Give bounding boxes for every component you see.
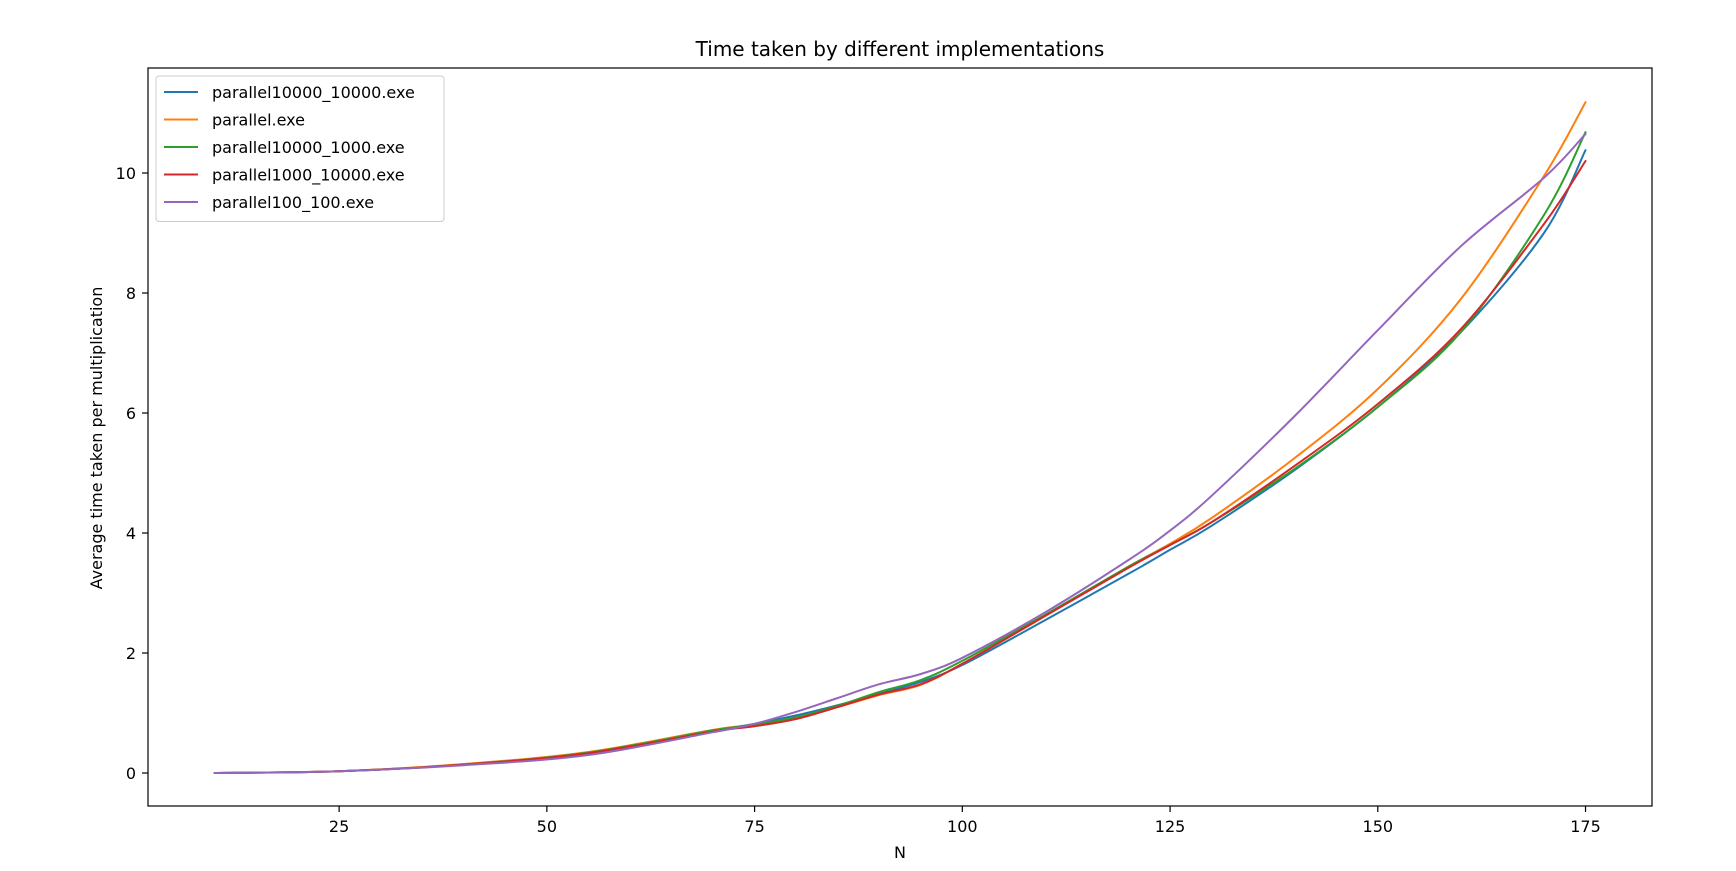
legend: parallel10000_10000.exe parallel.exe paral…: [155, 75, 445, 222]
x-tick-label: 75: [744, 817, 764, 836]
series-line-3: [213, 131, 1587, 774]
series-line-5: [213, 133, 1587, 774]
legend-label: parallel10000_10000.exe: [212, 83, 415, 103]
x-axis: 25 50 75 100 125 150 175: [329, 806, 1601, 836]
legend-label: parallel100_100.exe: [212, 193, 374, 213]
legend-box: [155, 75, 445, 222]
x-tick-label: 125: [1155, 817, 1186, 836]
x-tick-label: 50: [537, 817, 557, 836]
y-tick-label: 2: [126, 644, 136, 663]
legend-label: parallel.exe: [212, 111, 305, 130]
y-axis-label: Average time taken per multiplication: [87, 287, 106, 590]
y-tick-label: 10: [116, 164, 136, 183]
y-tick-label: 8: [126, 284, 136, 303]
x-tick-label: 100: [947, 817, 978, 836]
y-tick-label: 0: [126, 764, 136, 783]
y-tick-label: 6: [126, 404, 136, 423]
legend-label: parallel10000_1000.exe: [212, 138, 405, 158]
chart-title: Time taken by different implementations: [695, 37, 1105, 61]
plot-frame: [147, 67, 1653, 807]
plot-area: [147, 67, 1653, 807]
y-tick-label: 4: [126, 524, 136, 543]
x-axis-label: N: [894, 843, 906, 862]
x-tick-label: 150: [1363, 817, 1394, 836]
legend-label: parallel1000_10000.exe: [212, 166, 405, 186]
y-axis: 0 2 4 6 8 10: [116, 164, 148, 783]
x-tick-label: 25: [329, 817, 349, 836]
series-line-4: [213, 160, 1587, 774]
x-tick-label: 175: [1570, 817, 1601, 836]
